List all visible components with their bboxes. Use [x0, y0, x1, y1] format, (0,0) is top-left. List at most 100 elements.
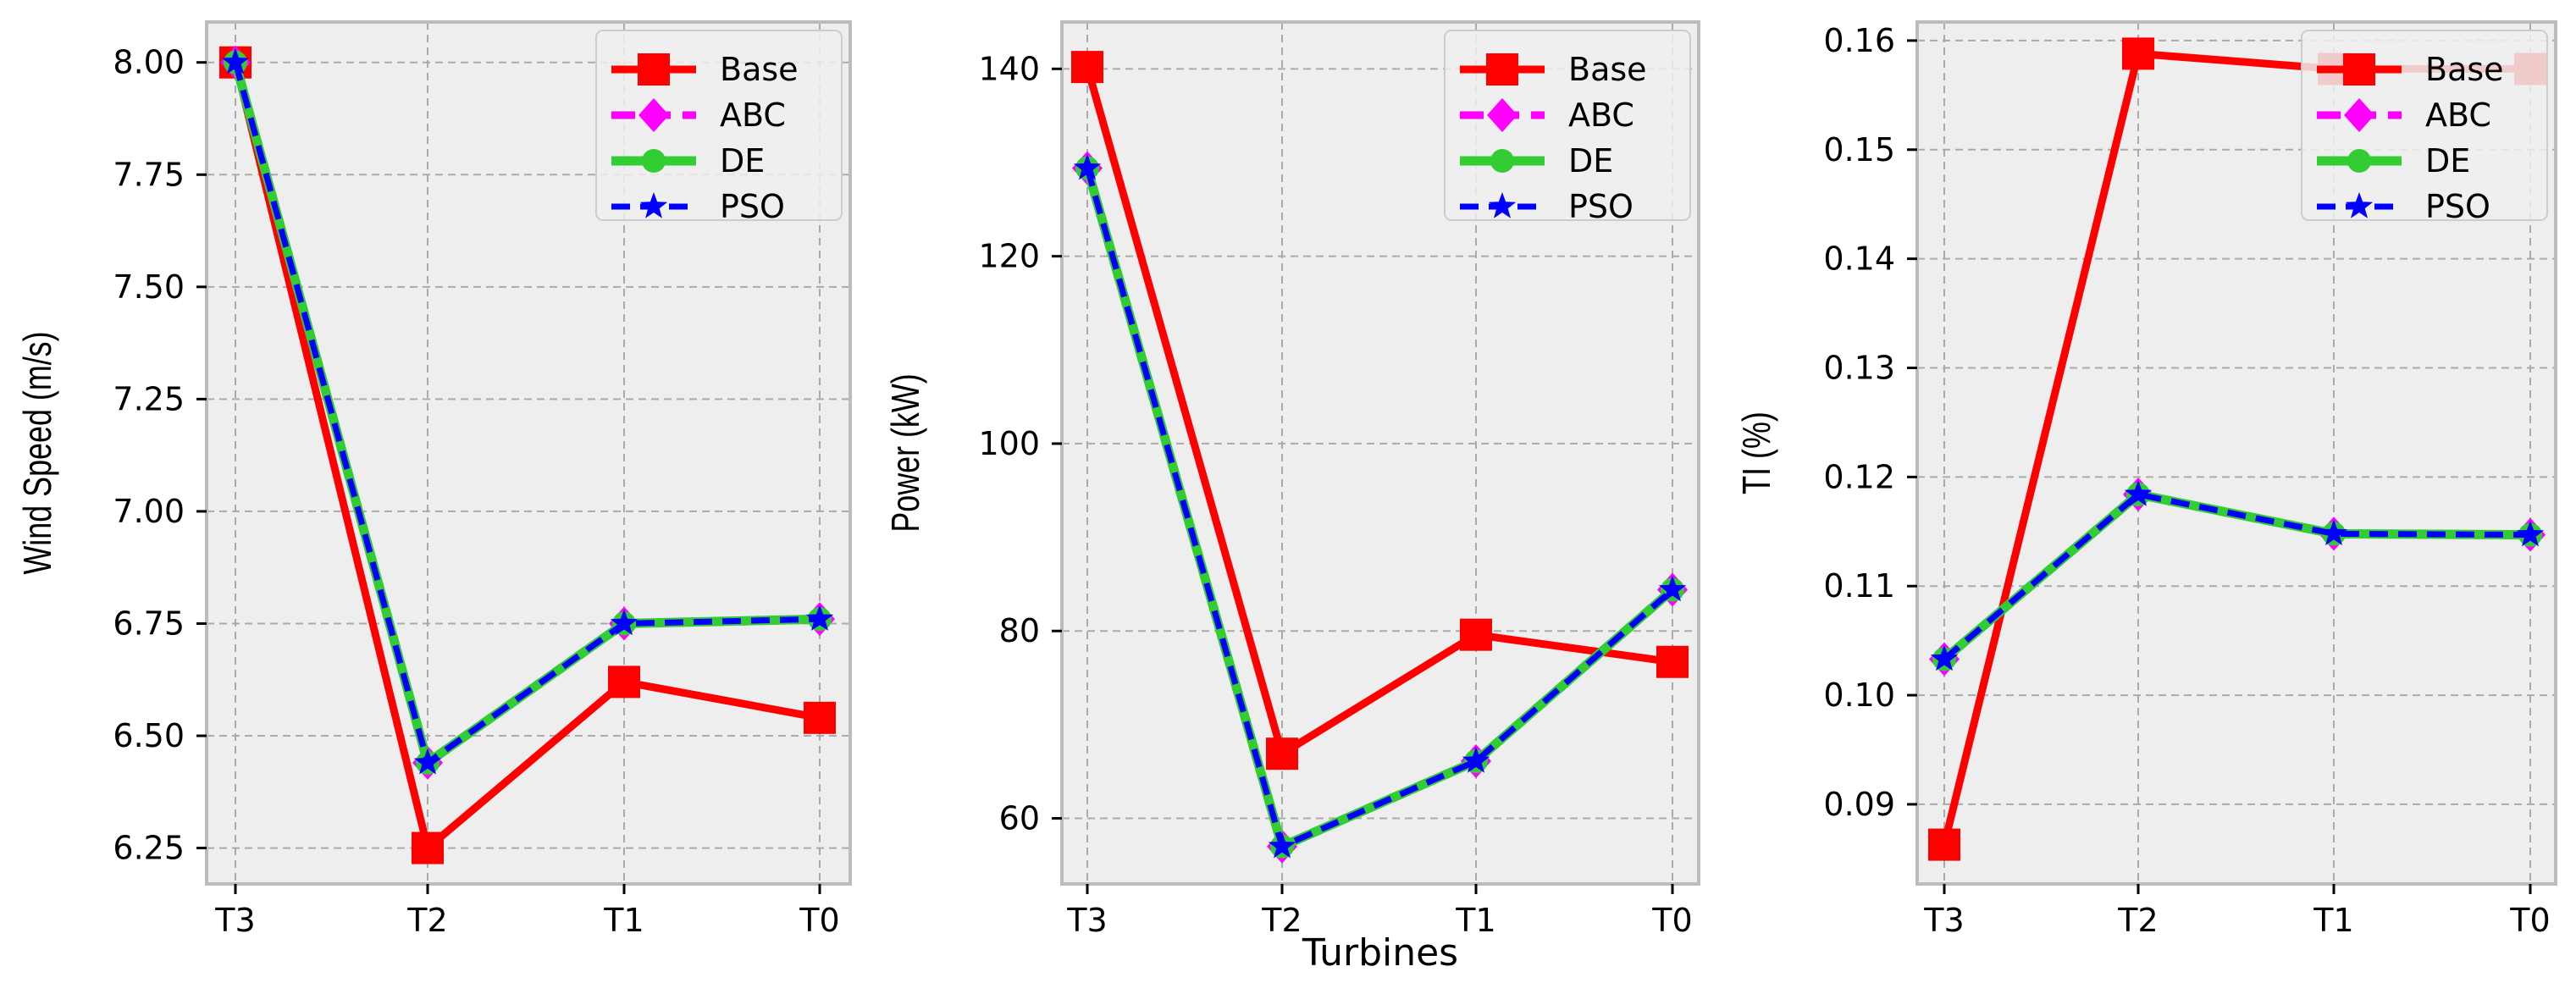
series-line-pso — [232, 61, 821, 766]
data-point-pso — [1930, 644, 1959, 671]
y-tick-label: 140 — [978, 50, 1040, 87]
legend-label-abc: ABC — [720, 97, 786, 134]
legend-marker-pso — [2345, 192, 2374, 218]
x-tick-label: T1 — [603, 902, 644, 939]
legend-label-de: DE — [1568, 142, 1613, 179]
axes-frame — [1060, 20, 1700, 886]
series-line-base — [231, 61, 821, 853]
x-tick-label: T1 — [2313, 902, 2353, 939]
legend-box — [2301, 30, 2548, 221]
legend-label-pso: PSO — [1568, 188, 1633, 225]
data-point-base — [412, 831, 444, 864]
series-group — [1071, 51, 1689, 864]
legend-marker-pso — [1488, 192, 1517, 218]
data-point-pso — [1658, 575, 1687, 602]
data-point-base — [2122, 37, 2154, 70]
data-point-base — [608, 665, 640, 699]
y-tick-label: 0.09 — [1823, 786, 1895, 823]
axes-frame — [1915, 20, 2557, 886]
series-group — [219, 45, 836, 864]
x-tick-label: T0 — [799, 902, 839, 939]
legend-label-base: Base — [2425, 51, 2504, 88]
y-tick-label: 80 — [999, 612, 1040, 649]
legend-marker-abc — [1487, 98, 1517, 132]
series-line-base — [1083, 65, 1673, 758]
legend-label-de: DE — [720, 142, 765, 179]
data-point-pso — [805, 605, 834, 631]
legend-marker-de — [1490, 149, 1514, 173]
legend-marker-pso — [639, 192, 668, 218]
y-tick-label: 0.16 — [1823, 22, 1895, 59]
y-tick-label: 100 — [978, 425, 1040, 462]
legend-marker-base — [638, 53, 670, 86]
y-tick-label: 7.25 — [113, 380, 185, 417]
x-tick-label: T2 — [1261, 902, 1302, 939]
data-point-pso — [221, 47, 250, 75]
x-tick-label: T0 — [2509, 902, 2550, 939]
legend-label-abc: ABC — [2425, 97, 2491, 134]
data-point-pso — [1462, 747, 1490, 773]
legend-marker-abc — [638, 98, 669, 132]
y-tick-label: 0.11 — [1823, 567, 1895, 605]
legend-marker-de — [2347, 149, 2371, 173]
legend-box — [1444, 30, 1691, 221]
chart-panel-2: 60 80 100 120 140 T3 T2 T1 T0 Power (kW) Base ABC DE… — [884, 20, 1700, 939]
legend-box — [595, 30, 843, 221]
data-point-base — [804, 701, 836, 734]
legend-label-pso: PSO — [720, 188, 785, 225]
legend: Base ABC DE PSO — [595, 30, 843, 225]
legend: Base ABC DE PSO — [1444, 30, 1691, 225]
x-tick-label: T0 — [1651, 902, 1692, 939]
y-tick-label: 7.50 — [113, 268, 185, 306]
y-tick-label: 6.50 — [113, 717, 185, 754]
x-tick-label: T3 — [214, 902, 255, 939]
y-tick-label: 0.15 — [1823, 131, 1895, 168]
x-tick-label: T2 — [406, 902, 447, 939]
y-tick-label: 7.75 — [113, 156, 185, 193]
x-axis-label: Turbines — [1302, 931, 1458, 975]
data-point-base — [1266, 737, 1298, 770]
x-tick-label: T3 — [1066, 902, 1107, 939]
legend-label-de: DE — [2425, 142, 2470, 179]
data-point-pso — [413, 748, 442, 775]
x-tick-label: T1 — [1455, 902, 1495, 939]
series-line-pso — [1084, 167, 1675, 850]
y-tick-label: 120 — [978, 238, 1040, 275]
data-point-pso — [1073, 153, 1102, 180]
legend-marker-base — [2343, 53, 2375, 86]
y-axis-label: Power (kW) — [884, 373, 927, 532]
data-point-pso — [610, 609, 638, 636]
chart-panel-1: 6.25 6.50 6.75 7.00 7.25 7.50 7.75 8.00 T3 T2 T1 T0… — [16, 20, 852, 939]
y-tick-label: 0.13 — [1823, 349, 1895, 386]
legend-label-pso: PSO — [2425, 188, 2490, 225]
data-point-pso — [1268, 831, 1296, 859]
y-tick-label: 6.75 — [113, 605, 185, 642]
legend: Base ABC DE PSO — [2301, 30, 2548, 225]
y-tick-label: 0.14 — [1823, 240, 1895, 278]
axes-frame — [205, 20, 852, 886]
y-tick-label: 0.10 — [1823, 677, 1895, 714]
y-tick-label: 6.25 — [113, 830, 185, 867]
legend-marker-base — [1486, 53, 1518, 86]
data-point-pso — [2516, 520, 2545, 547]
series-line-pso — [1942, 491, 2531, 662]
y-tick-label: 60 — [999, 800, 1040, 837]
y-tick-label: 0.12 — [1823, 458, 1895, 495]
y-axis-label: Wind Speed (m/s) — [16, 331, 59, 574]
data-point-base — [1928, 828, 1960, 861]
y-axis-label: TI (%) — [1735, 411, 1778, 494]
legend-marker-de — [642, 149, 666, 173]
data-point-pso — [2124, 480, 2153, 506]
legend-label-abc: ABC — [1568, 97, 1634, 134]
x-tick-label: T2 — [2117, 902, 2158, 939]
y-tick-label: 8.00 — [113, 44, 185, 81]
legend-label-base: Base — [1568, 51, 1647, 88]
data-point-base — [1071, 51, 1103, 84]
legend-marker-abc — [2344, 98, 2374, 132]
chart-panel-3: 0.09 0.10 0.11 0.12 0.13 0.14 0.15 0.16 T3 T2 T1 T0… — [1735, 20, 2557, 939]
data-point-pso — [2319, 519, 2348, 546]
data-point-base — [1656, 645, 1689, 678]
y-tick-label: 7.00 — [113, 493, 185, 530]
data-point-base — [1460, 618, 1492, 651]
